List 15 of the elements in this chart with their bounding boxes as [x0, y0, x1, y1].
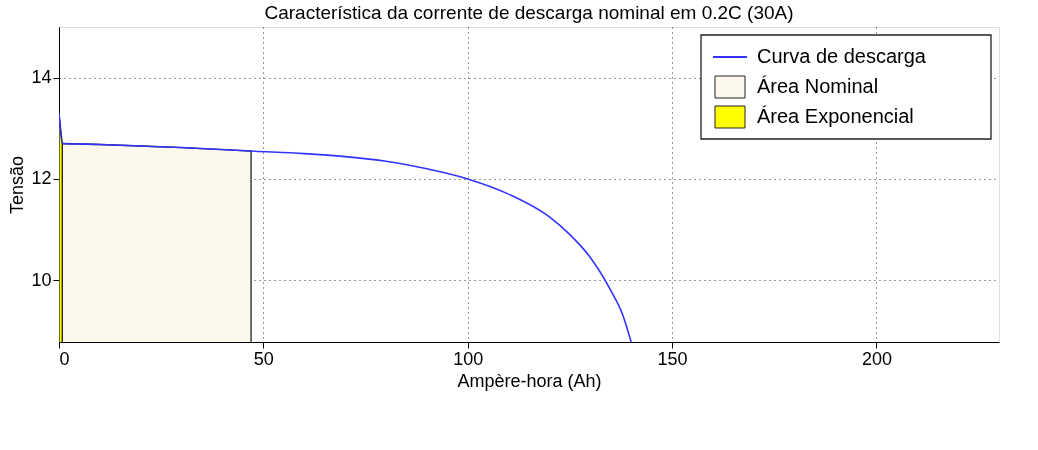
x-tick-label: 0 — [59, 348, 70, 369]
y-axis-title: Tensão — [7, 155, 28, 215]
x-tick-label: 150 — [657, 348, 688, 369]
line-series — [59, 112, 632, 342]
legend-label: Área Nominal — [757, 75, 879, 97]
legend-label: Curva de descarga — [757, 45, 927, 67]
y-tick-label: 14 — [31, 67, 52, 88]
chart-title: Característica da corrente de descarga nominal em 0.2C (30A) — [264, 2, 794, 23]
x-tick-label: 50 — [253, 348, 274, 369]
y-tick-label: 12 — [31, 168, 52, 189]
legend-label: Área Exponencial — [757, 105, 914, 127]
x-axis-title: Ampère-hora (Ah) — [457, 370, 602, 391]
y-tick-label: 10 — [31, 269, 52, 290]
x-tick-label: 200 — [861, 348, 892, 369]
x-tick-label: 100 — [453, 348, 484, 369]
